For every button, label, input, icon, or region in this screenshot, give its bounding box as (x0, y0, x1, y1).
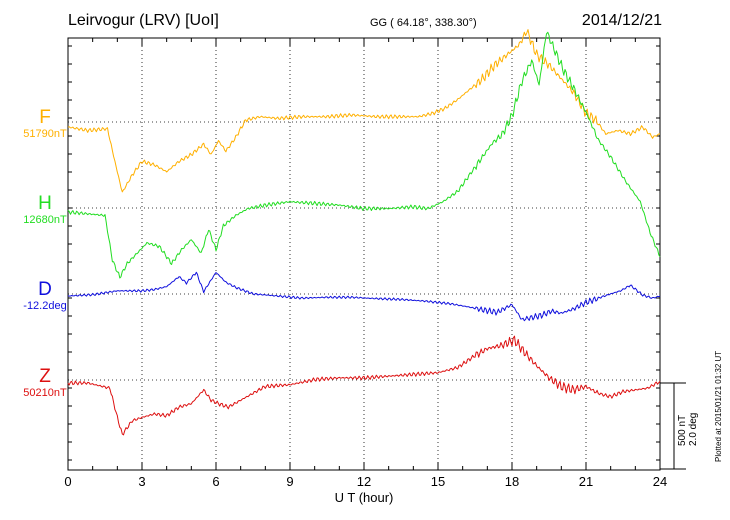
x-tick-label: 24 (652, 474, 668, 489)
component-symbol-z: Z (39, 366, 51, 387)
series-line-d (67, 271, 661, 322)
plotted-timestamp: Plotted at 2015/01/21 01:32 UT (714, 350, 723, 462)
series-group (67, 29, 661, 436)
x-tick-label: 3 (138, 474, 146, 489)
x-tick-label: 18 (504, 474, 520, 489)
grid-lines (68, 38, 660, 470)
component-baseline-z: 50210nT (23, 387, 67, 399)
component-label-h: H 12680nT (0, 193, 90, 227)
series-line-z (67, 335, 661, 436)
x-tick-label: 12 (356, 474, 372, 489)
series-line-f (67, 29, 661, 193)
x-tick-label: 9 (286, 474, 294, 489)
x-tick-label: 6 (212, 474, 220, 489)
component-baseline-f: 51790nT (23, 128, 67, 140)
series-line-h (67, 31, 661, 279)
component-symbol-h: H (38, 193, 52, 214)
station-title: Leirvogur (LRV) [UoI] (68, 12, 219, 29)
scale-label-deg: 2.0 deg (688, 412, 699, 446)
component-label-d: D -12.2deg (0, 279, 90, 313)
x-axis-label: U T (hour) (334, 490, 394, 505)
scale-label-nt: 500 nT (677, 414, 688, 446)
axis-ticks (67, 38, 661, 470)
component-baseline-h: 12680nT (23, 214, 67, 226)
chart-date: 2014/12/21 (581, 12, 662, 29)
x-tick-label: 15 (430, 474, 446, 489)
component-baseline-d: -12.2deg (23, 300, 67, 312)
component-symbol-d: D (38, 279, 52, 300)
station-coordinates: GG ( 64.18°, 338.30°) (370, 17, 477, 29)
x-tick-label: 21 (578, 474, 594, 489)
component-symbol-f: F (39, 107, 51, 128)
scale-bar (660, 382, 686, 470)
x-tick-label: 0 (64, 474, 72, 489)
component-label-z: Z 50210nT (0, 366, 90, 400)
component-label-f: F 51790nT (0, 107, 90, 141)
